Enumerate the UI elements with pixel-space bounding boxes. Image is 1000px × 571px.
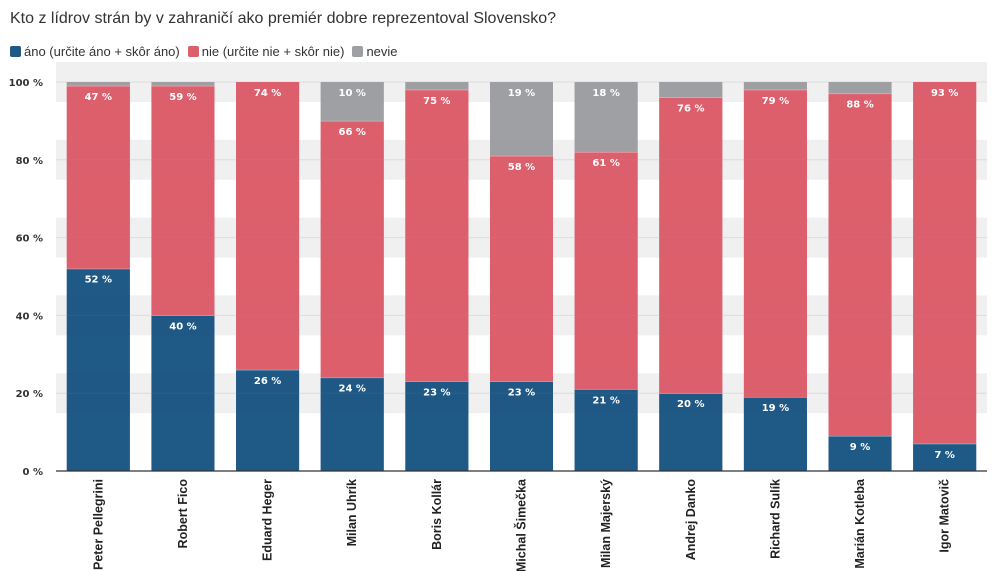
bar-overlay-ano-7 — [574, 389, 638, 471]
y-tick-label-40: 40 % — [16, 311, 43, 322]
legend-item-ano[interactable]: áno (určite áno + skôr áno) — [10, 44, 180, 59]
value-label-nie-2: 59 % — [169, 92, 196, 103]
bar-overlay-nie-4 — [320, 120, 384, 378]
bar-overlay-nie-2 — [151, 85, 215, 316]
y-tick-label-100: 100 % — [9, 78, 43, 89]
legend-label-nie: nie (určite nie + skôr nie) — [201, 44, 345, 59]
bar-overlay-nie-7 — [574, 152, 638, 390]
category-label-9: Richard Sulík — [768, 479, 782, 559]
legend-label-nevie: nevie — [366, 44, 398, 59]
bar-overlay-nie-10 — [828, 93, 892, 436]
bar-overlay-ano-11 — [913, 443, 977, 471]
bar-overlay-ano-6 — [490, 381, 553, 471]
category-label-5: Boris Kollár — [430, 479, 444, 550]
value-label-ano-11: 7 % — [934, 450, 954, 461]
legend-swatch-ano — [10, 46, 21, 57]
bar-overlay-nevie-6 — [490, 82, 553, 156]
bar-overlay-nevie-4 — [320, 82, 384, 121]
value-label-nie-11: 93 % — [931, 88, 958, 99]
value-label-nie-4: 66 % — [339, 127, 366, 138]
bar-overlay-nevie-8 — [659, 82, 723, 98]
bar-overlay-ano-10 — [828, 435, 892, 471]
value-label-nie-6: 58 % — [508, 162, 535, 173]
category-label-3: Eduard Heger — [261, 479, 275, 561]
category-label-7: Milan Majerský — [599, 479, 613, 568]
value-label-nie-9: 79 % — [762, 96, 789, 107]
y-tick-label-20: 20 % — [16, 389, 43, 400]
bar-overlay-nie-1 — [66, 85, 130, 269]
value-label-ano-10: 9 % — [850, 442, 870, 453]
bar-overlay-nie-3 — [236, 82, 300, 370]
category-label-6: Michal Šimečka — [514, 478, 529, 571]
value-label-ano-8: 20 % — [677, 399, 704, 410]
bar-overlay-nevie-9 — [743, 82, 807, 90]
value-label-nevie-6: 19 % — [508, 88, 535, 99]
value-label-ano-3: 26 % — [254, 376, 281, 387]
legend-swatch-nie — [187, 46, 199, 57]
value-label-ano-1: 52 % — [85, 275, 112, 286]
legend-item-nie[interactable]: nie (určite nie + skôr nie) — [187, 44, 345, 59]
value-label-ano-4: 24 % — [339, 384, 366, 395]
bar-overlay-nevie-2 — [151, 82, 215, 86]
bar-overlay-nevie-7 — [574, 82, 638, 153]
value-label-ano-6: 23 % — [508, 388, 535, 399]
bar-overlay-ano-1 — [66, 268, 130, 471]
value-label-nie-5: 75 % — [423, 96, 450, 107]
value-label-ano-5: 23 % — [423, 388, 450, 399]
category-label-2: Robert Fico — [176, 479, 190, 549]
category-label-10: Marián Kotleba — [853, 478, 867, 569]
bar-overlay-ano-9 — [743, 397, 807, 471]
y-tick-label-60: 60 % — [16, 234, 43, 245]
category-label-1: Peter Pellegrini — [91, 479, 105, 570]
value-label-nie-1: 47 % — [85, 92, 112, 103]
bar-overlay-ano-5 — [405, 381, 469, 471]
legend-label-ano: áno (určite áno + skôr áno) — [24, 44, 180, 59]
y-tick-label-0: 0 % — [23, 467, 43, 478]
bar-overlay-nie-9 — [743, 89, 807, 398]
bar-overlay-nie-5 — [405, 89, 469, 382]
legend-item-nevie[interactable]: nevie — [352, 44, 398, 59]
value-label-nevie-4: 10 % — [339, 88, 366, 99]
chart-title: Kto z lídrov strán by v zahraničí ako pr… — [10, 10, 557, 27]
bar-overlay-nie-6 — [490, 155, 553, 382]
bar-overlay-nie-8 — [659, 97, 723, 394]
y-tick-label-80: 80 % — [16, 156, 43, 167]
bar-overlay-ano-3 — [236, 369, 300, 471]
bar-overlay-nie-11 — [913, 82, 977, 444]
category-label-8: Andrej Danko — [684, 479, 698, 561]
category-label-4: Milan Uhrík — [345, 479, 359, 546]
value-label-nevie-7: 18 % — [592, 88, 619, 99]
value-label-nie-10: 88 % — [846, 100, 873, 111]
value-label-nie-3: 74 % — [254, 88, 281, 99]
bar-overlay-ano-2 — [151, 315, 215, 471]
value-label-ano-9: 19 % — [762, 403, 789, 414]
bar-overlay-nevie-5 — [405, 82, 469, 90]
category-label-11: Igor Matovič — [938, 479, 952, 553]
bar-overlay-nevie-10 — [828, 82, 892, 94]
legend-swatch-nevie — [352, 46, 364, 57]
bar-overlay-ano-4 — [320, 377, 384, 471]
value-label-ano-7: 21 % — [592, 395, 619, 406]
value-label-nie-8: 76 % — [677, 104, 704, 115]
value-label-nie-7: 61 % — [592, 158, 619, 169]
bar-overlay-nevie-1 — [66, 82, 130, 86]
value-label-ano-2: 40 % — [169, 321, 196, 332]
legend: áno (určite áno + skôr áno) nie (určite … — [10, 44, 406, 59]
bar-overlay-ano-8 — [659, 393, 723, 471]
